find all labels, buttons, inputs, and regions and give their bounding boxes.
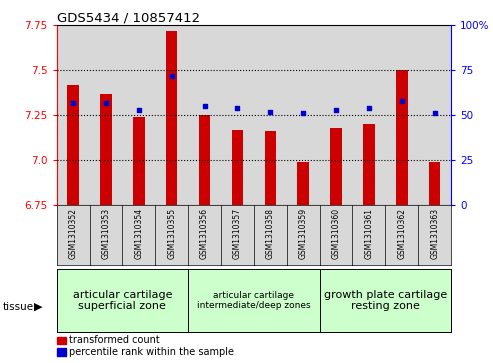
Text: ▶: ▶ — [34, 302, 42, 312]
Point — [266, 109, 274, 115]
Bar — [133, 117, 144, 205]
Bar — [297, 162, 309, 205]
Text: transformed count: transformed count — [69, 335, 160, 345]
Point — [365, 105, 373, 111]
Bar — [418, 25, 451, 205]
Text: articular cartilage
intermediate/deep zones: articular cartilage intermediate/deep zo… — [197, 291, 311, 310]
Text: GSM1310356: GSM1310356 — [200, 208, 209, 259]
Bar — [330, 128, 342, 205]
Text: GSM1310360: GSM1310360 — [332, 208, 341, 259]
Text: GSM1310354: GSM1310354 — [135, 208, 143, 259]
Text: growth plate cartilage
resting zone: growth plate cartilage resting zone — [324, 290, 447, 311]
Bar — [90, 25, 122, 205]
Text: GSM1310362: GSM1310362 — [397, 208, 406, 259]
Bar — [386, 25, 418, 205]
Bar — [68, 85, 79, 205]
Text: articular cartilage
superficial zone: articular cartilage superficial zone — [72, 290, 172, 311]
Bar — [287, 25, 319, 205]
Bar — [319, 25, 352, 205]
Bar — [363, 124, 375, 205]
Bar — [265, 131, 276, 205]
Text: GSM1310361: GSM1310361 — [364, 208, 373, 259]
Text: GSM1310352: GSM1310352 — [69, 208, 77, 259]
Bar — [199, 115, 211, 205]
Point — [299, 111, 307, 117]
Bar — [100, 94, 112, 205]
Text: GSM1310363: GSM1310363 — [430, 208, 439, 259]
Point — [431, 111, 439, 117]
Text: GDS5434 / 10857412: GDS5434 / 10857412 — [57, 11, 200, 24]
Text: GSM1310353: GSM1310353 — [102, 208, 110, 259]
Bar — [254, 25, 287, 205]
Point — [69, 100, 77, 106]
Text: GSM1310359: GSM1310359 — [299, 208, 308, 259]
Bar — [232, 130, 243, 205]
Bar — [122, 25, 155, 205]
Point — [102, 100, 110, 106]
Text: GSM1310355: GSM1310355 — [167, 208, 176, 259]
Bar — [352, 25, 386, 205]
Bar — [166, 31, 177, 205]
Text: GSM1310357: GSM1310357 — [233, 208, 242, 259]
Bar — [429, 162, 440, 205]
Point — [398, 98, 406, 104]
Bar — [57, 25, 90, 205]
Text: percentile rank within the sample: percentile rank within the sample — [69, 347, 234, 357]
Text: tissue: tissue — [2, 302, 34, 312]
Point — [168, 73, 176, 79]
Text: GSM1310358: GSM1310358 — [266, 208, 275, 259]
Bar — [396, 70, 408, 205]
Point — [135, 107, 143, 113]
Point — [332, 107, 340, 113]
Bar — [221, 25, 254, 205]
Point — [234, 105, 242, 111]
Bar — [188, 25, 221, 205]
Point — [201, 103, 209, 109]
Bar — [155, 25, 188, 205]
